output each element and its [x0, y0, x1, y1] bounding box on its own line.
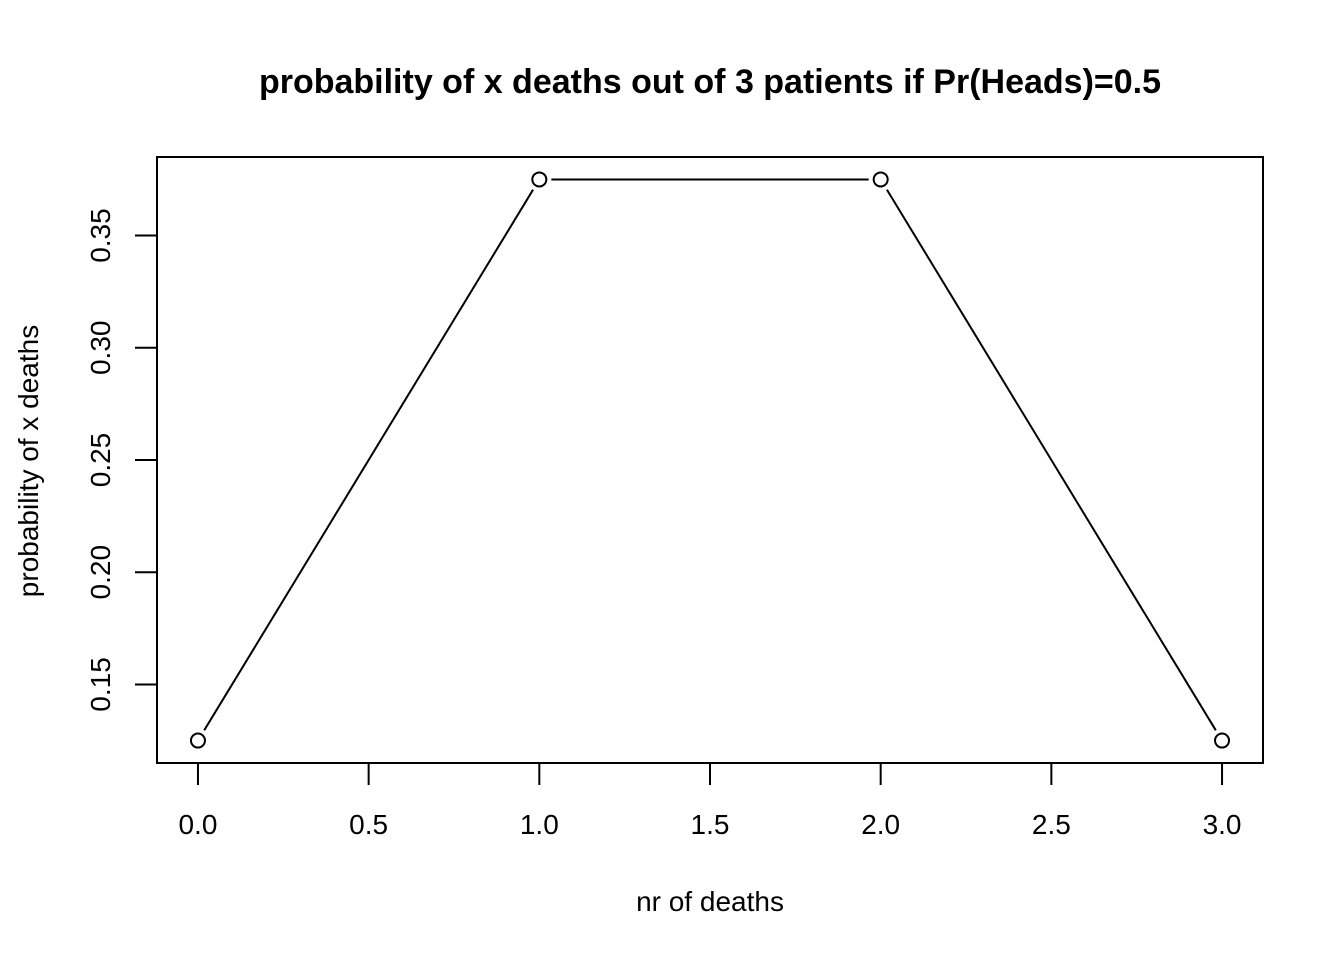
y-tick-label: 0.25 [85, 433, 116, 488]
data-series [189, 171, 1231, 749]
data-point [189, 732, 206, 749]
x-tick-label: 2.5 [1032, 809, 1071, 840]
y-tick-label: 0.30 [85, 321, 116, 376]
x-tick-label: 0.5 [349, 809, 388, 840]
x-tick-label: 2.0 [861, 809, 900, 840]
x-tick-label: 1.5 [691, 809, 730, 840]
y-axis-label: probability of x deaths [13, 325, 44, 597]
y-axis: 0.15 0.20 0.25 0.30 0.35 [85, 208, 158, 712]
y-tick-label: 0.15 [85, 657, 116, 712]
y-tick-label: 0.35 [85, 208, 116, 262]
chart-title: probability of x deaths out of 3 patient… [259, 63, 1161, 101]
x-axis: 0.0 0.5 1.0 1.5 2.0 2.5 3.0 [178, 762, 1242, 840]
data-point [1214, 732, 1231, 749]
data-point [531, 171, 548, 188]
data-point [872, 171, 889, 188]
series-line-segment [203, 189, 534, 731]
series-line-segment [886, 189, 1217, 731]
y-tick-label: 0.20 [85, 545, 116, 600]
x-axis-label: nr of deaths [636, 886, 784, 917]
x-tick-label: 1.0 [520, 809, 559, 840]
x-tick-label: 0.0 [178, 809, 217, 840]
plot-frame [156, 156, 1264, 764]
x-tick-label: 3.0 [1203, 809, 1242, 840]
